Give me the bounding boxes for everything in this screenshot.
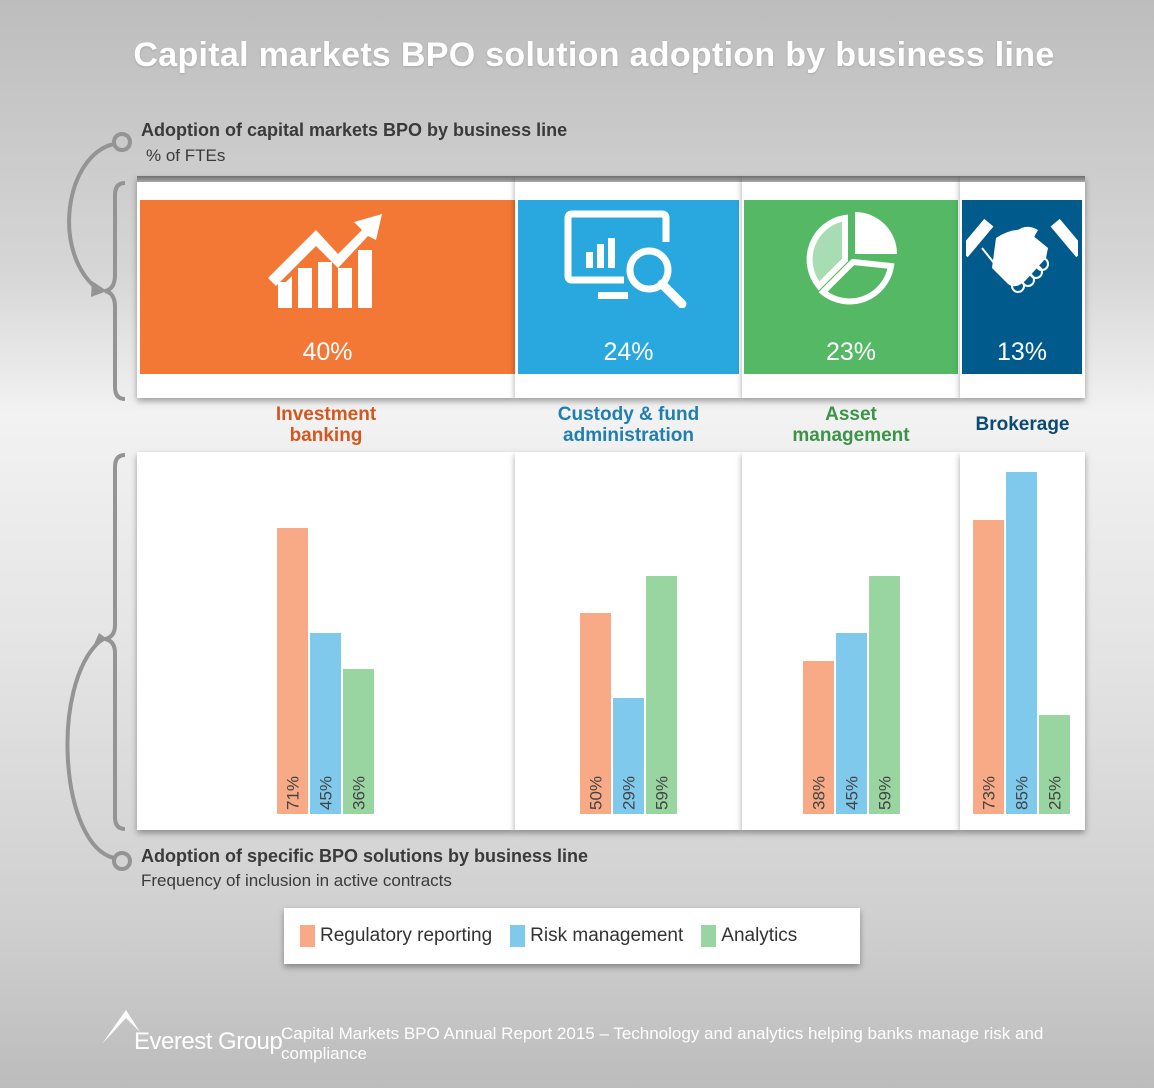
label-line: banking	[289, 425, 363, 446]
bar-value: 36%	[349, 775, 368, 810]
tile-panel-investment-banking: 40%	[137, 176, 515, 398]
page-title: Capital markets BPO solution adoption by…	[133, 36, 1055, 74]
bottom-section-title: Adoption of specific BPO solutions by bu…	[141, 846, 589, 866]
bar-value: 45%	[842, 775, 861, 810]
tile-investment-banking: 40%	[140, 200, 515, 374]
label-investment-banking: Investment banking	[137, 404, 515, 446]
bar-risk-management: 45%	[836, 633, 867, 814]
bars-asset-management: 38% 45% 59%	[742, 452, 960, 830]
legend-item-risk-management: Risk management	[510, 925, 683, 947]
tile-asset-management: 23%	[744, 200, 958, 374]
bar-analytics: 59%	[646, 576, 677, 814]
label-line: administration	[563, 425, 694, 446]
top-section-title: Adoption of capital markets BPO by busin…	[141, 120, 568, 140]
bars-custody: 50% 29% 59%	[515, 452, 742, 830]
bar-value: 85%	[1012, 775, 1031, 810]
legend-label: Analytics	[721, 925, 798, 946]
bars-investment-banking: 71% 45% 36%	[137, 452, 515, 830]
tile-panel-brokerage: 13%	[960, 176, 1085, 398]
fte-share-investment-banking: 40%	[302, 338, 353, 366]
bar-value: 45%	[316, 775, 335, 810]
bar-risk-management: 85%	[1006, 472, 1037, 814]
handshake-icon	[966, 218, 1078, 293]
bar-value: 59%	[875, 775, 894, 810]
label-asset-management: Asset management	[742, 404, 960, 446]
label-custody: Custody & fund administration	[515, 404, 742, 446]
tile-custody: 24%	[518, 200, 739, 374]
bar-analytics: 25%	[1039, 715, 1070, 814]
legend-swatch	[300, 925, 315, 947]
growth-chart-icon	[267, 214, 382, 308]
bar-analytics: 36%	[343, 669, 374, 814]
bar-value: 38%	[809, 775, 828, 810]
legend-item-analytics: Analytics	[701, 925, 797, 947]
tile-brokerage: 13%	[962, 200, 1082, 374]
legend-label: Regulatory reporting	[320, 925, 493, 946]
legend-label: Risk management	[530, 925, 684, 946]
fte-share-custody: 24%	[603, 338, 654, 366]
bars-brokerage: 73% 85% 25%	[960, 452, 1085, 830]
bar-value: 50%	[586, 775, 605, 810]
bar-regulatory-reporting: 38%	[803, 661, 834, 814]
top-section-subtitle: % of FTEs	[146, 146, 226, 165]
footer-source-text: Capital Markets BPO Annual Report 2015 –…	[281, 1024, 1044, 1063]
label-line: management	[792, 425, 910, 446]
label-line: Custody & fund	[557, 404, 700, 425]
legend-item-regulatory-reporting: Regulatory reporting	[300, 925, 492, 947]
bar-analytics: 59%	[869, 576, 900, 814]
label-line: Asset	[825, 404, 877, 425]
legend-swatch	[510, 925, 526, 947]
tile-panel-custody: 24%	[515, 176, 742, 398]
fte-share-asset-management: 23%	[825, 338, 877, 366]
bar-value: 73%	[979, 775, 998, 810]
pie-chart-icon	[806, 212, 897, 305]
everest-logo-mountain-icon	[102, 1010, 140, 1044]
bar-value: 59%	[652, 775, 671, 810]
bar-regulatory-reporting: 50%	[580, 613, 611, 814]
bar-risk-management: 29%	[613, 698, 644, 814]
monitor-analytics-icon	[564, 210, 686, 308]
bar-regulatory-reporting: 73%	[973, 520, 1004, 814]
fte-share-brokerage: 13%	[996, 338, 1048, 366]
chart-legend: Regulatory reporting Risk management Ana…	[284, 908, 860, 964]
bar-value: 25%	[1045, 775, 1064, 810]
bar-risk-management: 45%	[310, 633, 341, 814]
bottom-section-subtitle: Frequency of inclusion in active contrac…	[141, 871, 452, 890]
connector-brackets	[65, 132, 132, 871]
label-line: Investment	[275, 404, 377, 425]
label-brokerage: Brokerage	[975, 414, 1070, 435]
everest-group-logo: Everest Group	[134, 1028, 283, 1055]
bar-value: 71%	[283, 775, 302, 810]
tile-panel-asset-management: 23%	[742, 176, 960, 398]
bar-value: 29%	[619, 775, 638, 810]
legend-swatch	[701, 925, 717, 947]
bar-regulatory-reporting: 71%	[277, 528, 308, 814]
